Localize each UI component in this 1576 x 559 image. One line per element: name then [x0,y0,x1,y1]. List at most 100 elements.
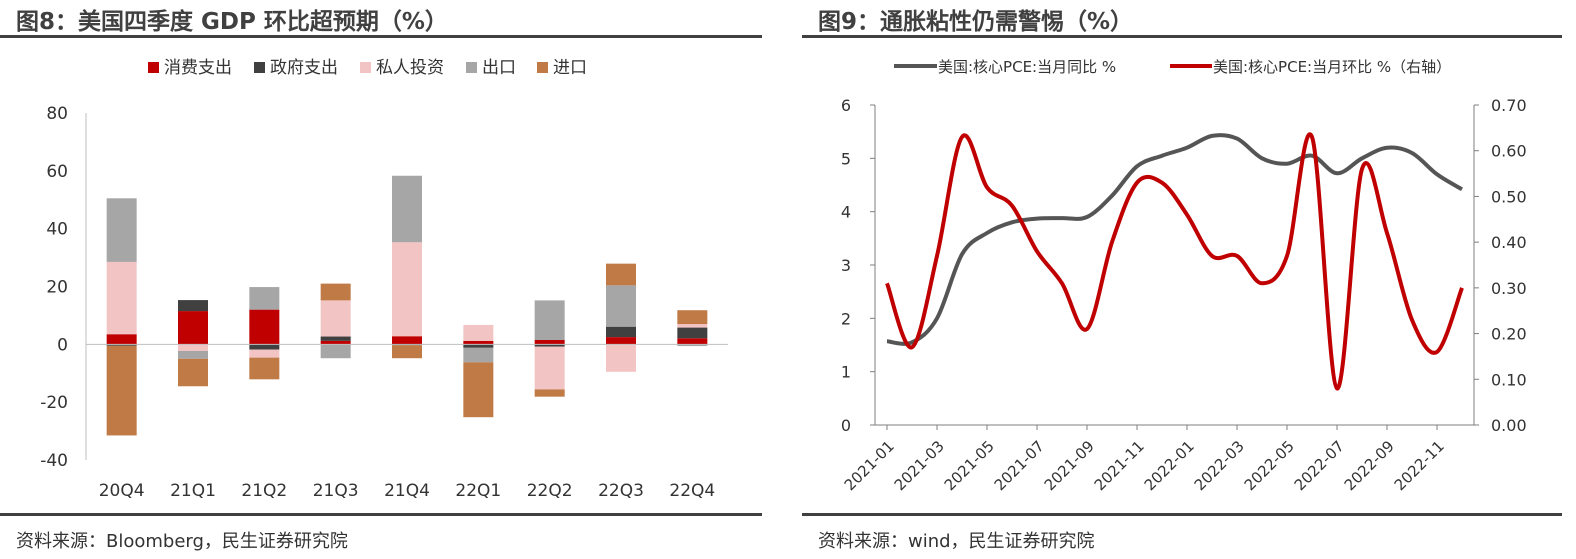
series-line-yoy [886,133,1464,346]
x-tick-label-7: 22Q2 [527,481,573,501]
bar-22Q3-s3 [606,344,636,372]
bar-20Q4-s5 [106,345,137,436]
left-y-tick-label-7: 6 [841,96,851,115]
bar-22Q4-s3 [677,324,708,328]
bar-22Q2-s5 [534,389,565,397]
bar-22Q2-s2 [534,344,565,347]
bar-20Q4-s3 [106,261,137,335]
legend-label-5: 进口 [553,58,587,78]
bar-22Q1-s4 [463,347,494,363]
bar-21Q2-s3 [249,349,280,358]
legend-swatch-2 [254,62,265,73]
x-tick-label-2: 21Q1 [170,481,216,501]
x-tick-label-3: 2021-05 [941,437,998,494]
x-tick-label-3: 21Q2 [241,481,287,501]
x-tick-label-1: 2021-01 [841,437,898,494]
left-source-note: 资料来源：Bloomberg，民生证券研究院 [16,531,348,552]
bar-21Q3-s1 [320,340,351,345]
bar-21Q2-s4 [249,287,280,310]
legend-label-4: 出口 [482,58,516,78]
right-y-tick-label-8: 0.70 [1491,96,1527,115]
legend-label-1: 美国:核心PCE:当月同比 % [938,58,1116,76]
right-y-tick-label-3: 0.20 [1491,325,1527,344]
x-tick-label-9: 22Q4 [669,481,715,501]
x-tick-label-4: 2021-07 [991,437,1048,494]
bar-21Q4-s1 [392,336,422,345]
bar-22Q1-s1 [463,340,494,345]
y-tick-label-3: 0 [57,335,68,355]
bar-22Q3-s2 [606,326,636,338]
x-tick-label-8: 2022-03 [1191,437,1248,494]
bar-22Q4-s4 [677,344,708,347]
left-chart-title: 图8：美国四季度 GDP 环比超预期（%） [16,9,448,35]
x-tick-label-10: 2022-07 [1291,437,1348,494]
right-y-tick-label-7: 0.60 [1491,142,1527,161]
x-tick-label-7: 2022-01 [1141,437,1198,494]
left-y-tick-label-3: 2 [841,309,851,328]
bar-21Q4-s4 [392,175,422,243]
bar-21Q3-s3 [320,300,351,337]
bar-21Q1-s3 [178,344,208,351]
bar-21Q3-s4 [320,344,351,359]
bar-22Q1-s5 [463,362,494,418]
bar-22Q2-s4 [534,300,565,340]
bar-20Q4-s4 [106,198,137,262]
left-y-tick-label-6: 5 [841,149,851,168]
right-y-tick-label-5: 0.40 [1491,233,1527,252]
right-panel: 图9：通胀粘性仍需警惕（%） 美国:核心PCE:当月同比 % 美国:核心PCE:当… [802,0,1576,559]
bar-22Q3-s5 [606,263,636,286]
y-tick-label-2: -20 [40,393,68,413]
legend-label-2: 政府支出 [270,58,338,78]
left-panel: 图8：美国四季度 GDP 环比超预期（%） 消费支出 政府支出 私人投资 出口 进口 -4… [0,0,762,559]
left-chart: 消费支出 政府支出 私人投资 出口 进口 -40 -20 0 20 40 60 80 20Q4 21Q1 2… [40,58,728,501]
legend-swatch-1 [148,62,159,73]
bar-21Q2-s1 [249,309,280,345]
y-tick-label-5: 40 [46,220,68,240]
x-tick-label-11: 2022-09 [1341,437,1398,494]
bar-22Q2-s1 [534,339,565,345]
right-chart-title: 图9：通胀粘性仍需警惕（%） [818,9,1134,35]
bar-21Q4-s3 [392,242,422,337]
left-y-tick-label-2: 1 [841,363,851,382]
left-bottom-rule [0,513,762,516]
left-y-tick-label-4: 3 [841,256,851,275]
x-tick-label-8: 22Q3 [598,481,644,501]
bar-22Q4-s1 [677,338,708,345]
left-top-rule [0,35,762,38]
legend-swatch-4 [466,62,477,73]
y-tick-label-4: 20 [46,278,68,298]
right-y-tick-label-4: 0.30 [1491,279,1527,298]
bar-21Q1-s2 [178,300,208,312]
bar-22Q3-s1 [606,337,636,345]
x-tick-label-6: 22Q1 [455,481,501,501]
x-tick-label-6: 2021-11 [1091,437,1148,494]
right-y-tick-label-6: 0.50 [1491,187,1527,206]
legend-label-3: 私人投资 [376,58,444,78]
right-y-tick-label-1: 0.00 [1491,416,1527,435]
x-tick-label-1: 20Q4 [99,481,145,501]
bar-21Q4-s5 [392,345,422,359]
x-tick-label-12: 2022-11 [1391,437,1448,494]
left-y-tick-label-1: 0 [841,416,851,435]
right-top-rule [802,35,1562,38]
legend-swatch-3 [360,62,371,73]
bar-20Q4-s1 [106,334,137,345]
left-y-tick-label-5: 4 [841,203,851,222]
bar-22Q2-s3 [534,346,565,390]
y-tick-label-1: -40 [40,451,68,471]
bar-21Q1-s4 [178,350,208,359]
y-tick-label-7: 80 [46,104,68,124]
x-tick-label-2: 2021-03 [891,437,948,494]
legend-swatch-5 [537,62,548,73]
bar-22Q1-s2 [463,344,494,348]
x-tick-label-4: 21Q3 [313,481,359,501]
series-line-mom [885,132,1464,391]
y-tick-label-6: 60 [46,162,68,182]
bar-21Q2-s2 [249,344,280,350]
bar-22Q3-s4 [606,285,636,327]
legend-label-2: 美国:核心PCE:当月环比 %（右轴） [1213,58,1451,76]
right-chart: 美国:核心PCE:当月同比 % 美国:核心PCE:当月环比 %（右轴） 0 1 2 3 4 5… [841,58,1527,494]
bar-22Q4-s5 [677,310,708,325]
bar-21Q3-s2 [320,336,351,341]
bar-21Q3-s5 [320,283,351,301]
